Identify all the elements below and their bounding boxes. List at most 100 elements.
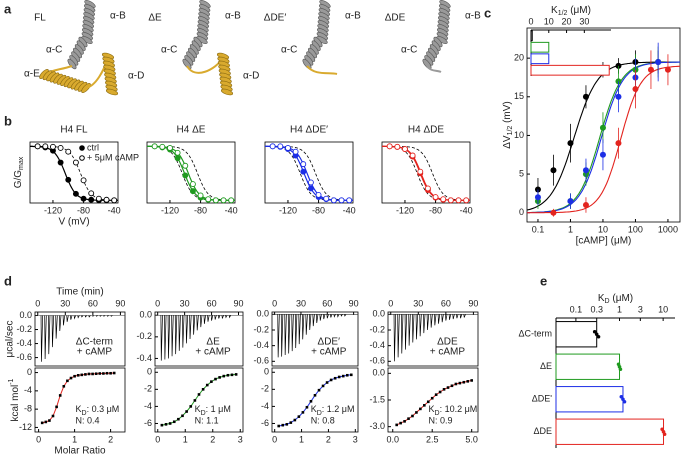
data-point — [58, 394, 62, 397]
x-axis-label-part: 1/2 — [558, 10, 568, 17]
y-axis-label: kcal mol-1 — [8, 378, 20, 421]
data-point — [109, 371, 112, 375]
kd-annotation-part: D — [201, 410, 206, 417]
data-point — [300, 168, 307, 175]
plot-frame — [154, 367, 244, 433]
data-point — [337, 375, 341, 379]
data-point — [205, 383, 209, 387]
data-point — [80, 373, 84, 377]
kd-annotation: KD: 1.2 μM — [311, 404, 355, 417]
data-point — [62, 384, 66, 388]
injection-peak — [160, 315, 163, 361]
data-point — [210, 380, 213, 383]
data-point — [289, 421, 293, 424]
injection-peak — [106, 315, 109, 317]
x-tick-label: 10 — [598, 224, 608, 234]
data-point — [582, 167, 589, 174]
injection-peak — [189, 315, 192, 340]
sample-label: ΔE — [206, 337, 220, 348]
n-annotation: N: 1.1 — [195, 415, 219, 425]
replicate-point — [622, 399, 627, 404]
data-point — [214, 377, 217, 381]
injection-peak — [40, 315, 43, 362]
y-axis-label: G/Gmax — [13, 156, 26, 188]
y-tick-label: -12 — [19, 422, 32, 432]
x-tick-label: 0 — [155, 434, 160, 444]
legend-label: + 5μM cAMP — [87, 152, 139, 162]
data-point — [201, 388, 205, 391]
n-annotation: N: 0.9 — [429, 415, 453, 425]
x-axis-label-part: (μM) — [610, 293, 634, 304]
data-point — [65, 176, 72, 183]
injection-peak — [164, 315, 167, 360]
injection-peak — [305, 314, 308, 335]
injection-peak — [214, 315, 217, 320]
helix-label: α-D — [243, 71, 259, 82]
injection-peak — [62, 315, 66, 326]
data-point — [197, 192, 204, 199]
category-label: ΔC-term — [518, 329, 552, 339]
injection-peak — [456, 314, 459, 319]
panel-letter: b — [4, 113, 12, 128]
category-label: ΔDE — [533, 426, 552, 436]
y-tick-label: 0 — [27, 367, 32, 377]
y-tick-label: -0.4 — [136, 353, 152, 363]
data-point — [305, 405, 309, 409]
y-tick-label: -0.6 — [369, 356, 385, 366]
data-point — [66, 379, 69, 383]
data-point — [40, 421, 44, 425]
y-tick-label: 10 — [514, 130, 524, 140]
data-point — [655, 59, 662, 66]
y-tick-label: -0.2 — [16, 324, 32, 334]
data-point — [415, 411, 418, 414]
injection-peak — [337, 314, 340, 318]
x-tick-label: 90 — [234, 298, 244, 308]
y-tick-label: -0.2 — [136, 331, 152, 341]
y-tick-label: 5 — [519, 168, 524, 178]
injection-peak — [225, 315, 228, 319]
injection-peak — [203, 315, 206, 324]
y-tick-label: 0.0 — [19, 310, 32, 320]
data-point — [550, 167, 557, 174]
injection-peak — [419, 314, 422, 337]
y-tick-label: -0.4 — [16, 338, 32, 348]
injection-peak — [415, 314, 419, 340]
injection-peak — [66, 315, 69, 322]
replicate-point — [592, 329, 597, 334]
data-point — [407, 417, 410, 420]
x-axis-label: [cAMP] (μM) — [576, 236, 632, 247]
data-point — [599, 151, 606, 158]
y-tick-label: -0.2 — [253, 324, 269, 334]
fit-curve — [526, 61, 680, 211]
x-tick-label: 10 — [544, 16, 554, 26]
structure-title: ΔDE — [385, 13, 406, 24]
panel-letter: e — [540, 273, 547, 288]
x-tick-label: -120 — [279, 205, 297, 215]
data-point — [450, 384, 454, 388]
fit-curve — [30, 145, 119, 201]
x-tick-label: 0 — [388, 298, 393, 308]
injection-peak — [171, 315, 174, 357]
plot-frame — [154, 311, 244, 367]
data-point — [409, 152, 416, 159]
y-tick-label: -4 — [24, 385, 32, 395]
x-tick-label: 20 — [562, 16, 572, 26]
data-point — [105, 371, 109, 375]
chart-title: H4 FL — [60, 125, 88, 136]
data-point — [419, 407, 422, 411]
injection-peak — [426, 314, 430, 331]
plot-frame — [381, 141, 471, 204]
injection-peak — [59, 315, 62, 331]
x-tick-label: 2 — [108, 434, 113, 444]
bar — [555, 321, 598, 348]
x-tick-label: 0 — [528, 16, 533, 26]
x-tick-label: 10 — [658, 304, 668, 314]
data-point — [222, 374, 226, 378]
y-tick-label: 0.0 — [372, 368, 385, 378]
plot-frame — [34, 311, 126, 367]
data-point — [88, 196, 95, 203]
x-tick-label: -40 — [108, 205, 121, 215]
injection-peak — [333, 314, 336, 318]
data-point — [463, 197, 470, 204]
data-point — [218, 376, 221, 379]
